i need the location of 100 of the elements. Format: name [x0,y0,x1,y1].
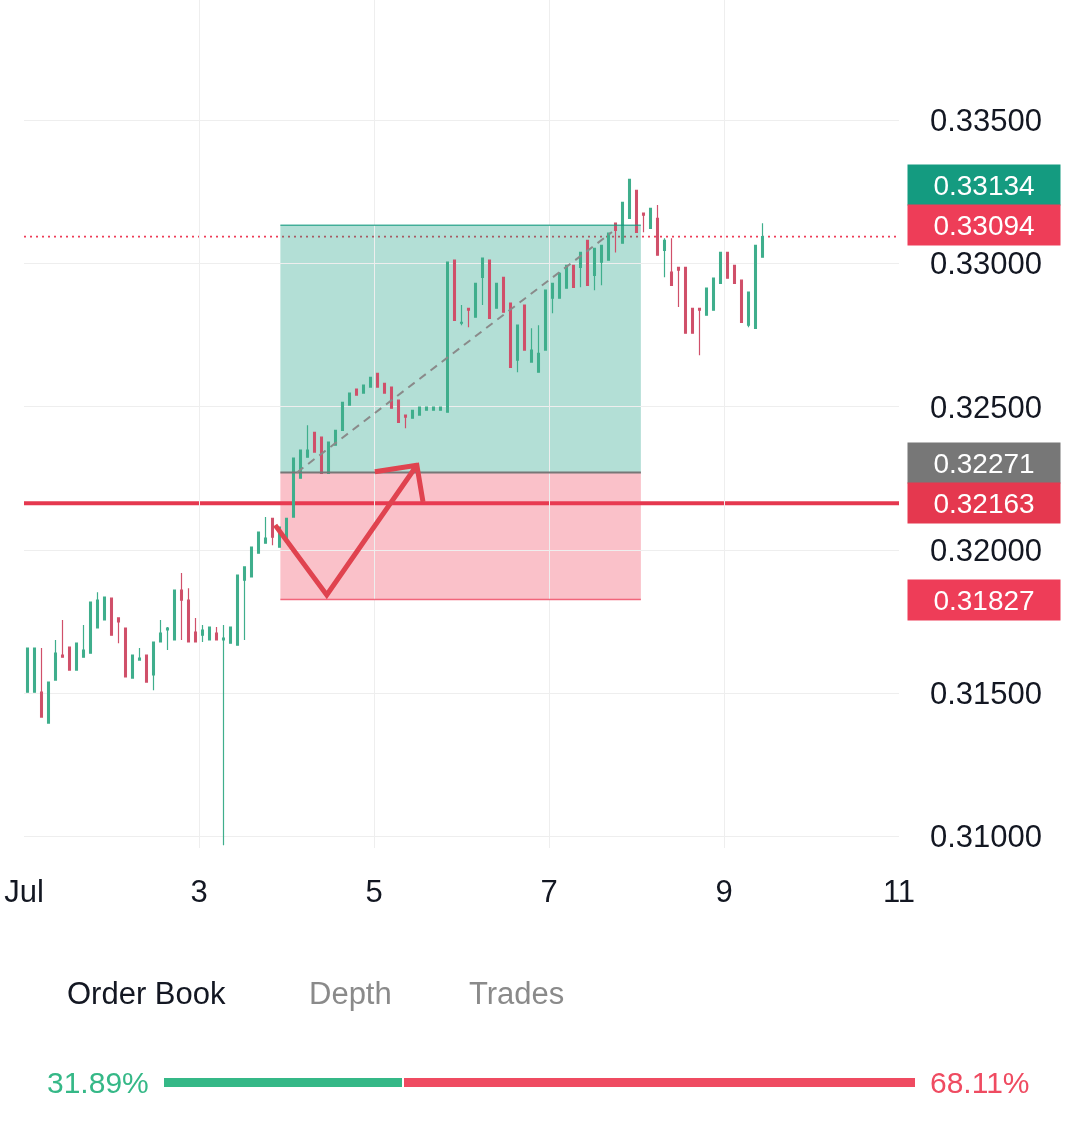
x-tick-label: 3 [190,874,208,909]
candlestick [270,517,275,546]
candlestick [438,406,443,411]
candlestick [228,626,233,644]
candlestick [662,237,667,278]
candlestick [704,287,709,316]
candlestick [144,654,149,683]
candlestick [473,282,478,318]
candlestick [585,239,590,286]
candlestick [46,681,51,724]
candlestick [165,626,170,651]
text: 0.31827 [933,584,1035,616]
candlestick [760,222,765,258]
candlestick [151,641,156,691]
candlestick [347,392,352,406]
candlestick [718,251,723,284]
candlestick [88,601,93,654]
candlestick [480,257,485,306]
candlestick [221,624,226,846]
candlestick [81,624,86,658]
text: Depth [309,976,392,1011]
candlestick [25,647,30,693]
candlestick [67,646,72,671]
candlestick [627,178,632,219]
candlestick [536,324,541,373]
candlestick [613,222,618,253]
candlestick [648,207,653,229]
candlestick [746,291,751,328]
candlestick [53,639,58,681]
text: Order Book [67,976,227,1011]
candlestick [459,304,464,326]
candlestick [606,232,611,261]
candlestick [431,406,436,411]
candlestick [375,372,380,388]
candlestick [739,279,744,323]
candlestick [340,401,345,431]
candlestick [207,626,212,641]
candlestick [354,388,359,396]
data-label: 31.89% [47,1066,149,1099]
candlestick [466,307,471,328]
candlestick [326,441,331,474]
candlestick [137,647,142,661]
data-label: 68.11% [930,1066,1030,1099]
candlestick [109,597,114,636]
text: Trades [469,976,565,1011]
candlestick [487,259,492,319]
candlestick [543,289,548,351]
candlestick [123,627,128,678]
candlestick [263,516,268,544]
candlestick [32,647,37,693]
candlestick [291,457,296,518]
candlestick [445,261,450,413]
candlestick [522,304,527,351]
candlestick [382,382,387,394]
candlestick [410,409,415,419]
candlestick [515,324,520,373]
candlestick [193,617,198,643]
text: 0.33134 [933,169,1035,201]
candlestick [102,596,107,621]
candlestick [634,189,639,233]
candlestick [753,244,758,329]
candlestick [725,251,730,279]
candlestick [550,282,555,314]
candlestick [676,266,681,308]
candlestick [592,247,597,291]
ref-line-label: 0.33094 [933,209,1035,241]
y-tick-label: 0.33500 [930,103,1043,139]
candlestick [508,302,513,368]
candlestick [529,327,534,363]
candlestick [172,589,177,641]
candlestick [641,212,646,233]
candlestick [249,546,254,578]
candlestick [95,591,100,629]
candlestick [235,574,240,646]
candlestick [256,531,261,554]
candlestick [501,276,506,313]
candlestick [732,264,737,284]
candlestick [417,406,422,416]
candlestick [179,572,184,641]
candlestick [669,237,674,286]
candlestick [424,406,429,411]
candlestick [494,282,499,309]
candlestick [697,307,702,356]
candlestick [571,264,576,288]
candlestick [116,617,121,644]
y-tick-label: 0.31500 [930,676,1043,712]
x-tick-label: 11 [882,874,916,909]
x-tick-label: 9 [715,874,733,909]
candlestick [39,647,44,718]
text: 0.32271 [933,447,1035,479]
candlestick [200,624,205,643]
candlestick [578,251,583,288]
ref-line-label: 0.32163 [933,487,1035,519]
candlestick [599,244,604,286]
candlestick [368,376,373,388]
candlestick [396,399,401,423]
candlestick [312,431,317,453]
candlestick [130,654,135,679]
candlestick [242,566,247,641]
candlestick [158,619,163,643]
